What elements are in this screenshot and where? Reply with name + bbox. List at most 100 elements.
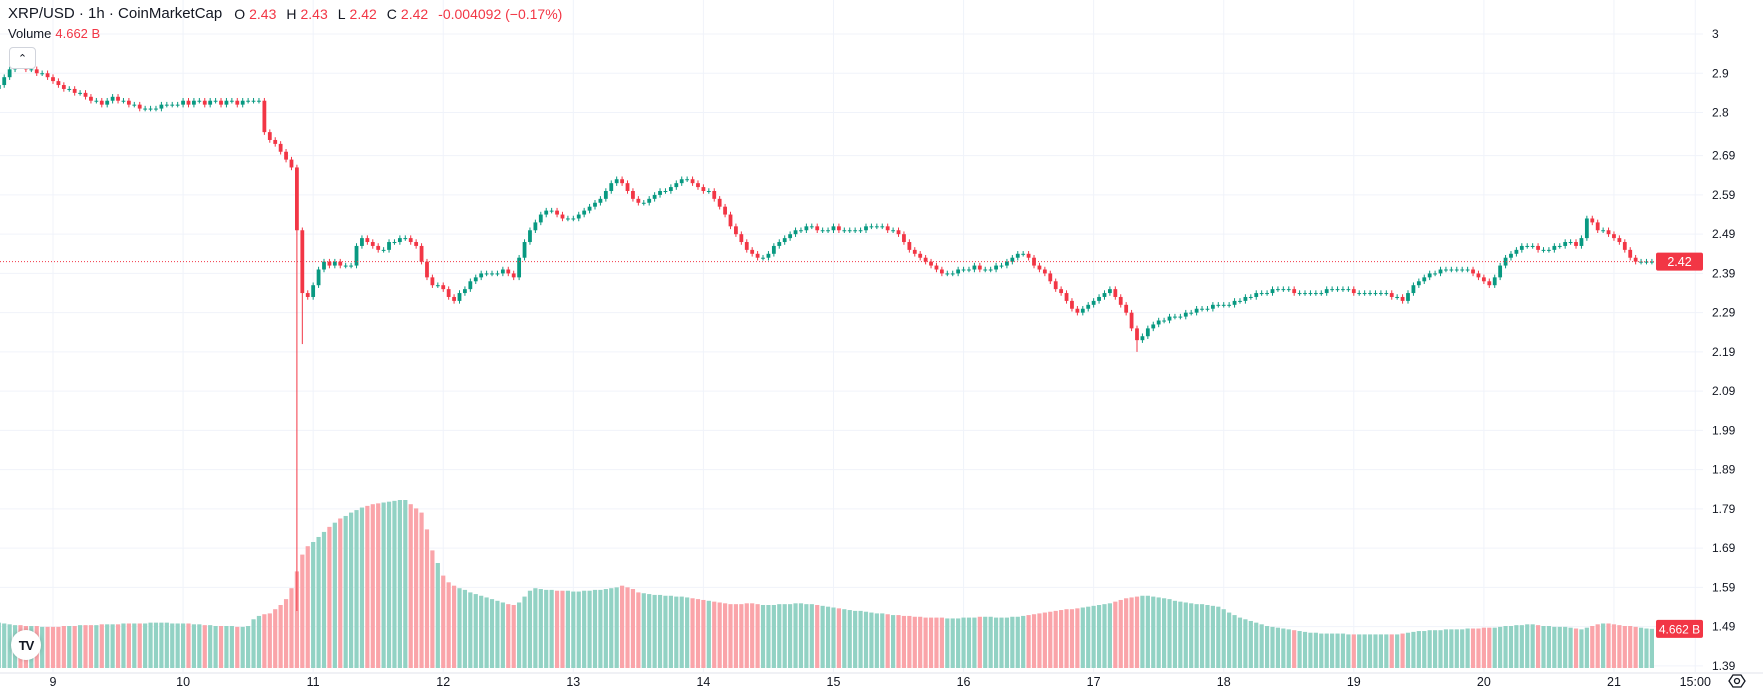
candle-body xyxy=(679,179,684,184)
candle-body xyxy=(327,261,332,266)
candle xyxy=(652,192,657,202)
gear-icon[interactable] xyxy=(1728,672,1746,690)
candle-body xyxy=(0,85,1,89)
candle-body xyxy=(598,198,603,203)
price-tick-label: 1.59 xyxy=(1712,580,1736,594)
candle-body xyxy=(229,100,234,102)
candle-body xyxy=(89,96,93,101)
candle-body xyxy=(99,100,104,105)
candle xyxy=(1541,247,1546,253)
volume-bar xyxy=(1302,631,1308,668)
candle-body xyxy=(7,69,12,78)
candle xyxy=(1070,298,1074,312)
symbol-title[interactable]: XRP/USD · 1h · CoinMarketCap xyxy=(8,5,223,22)
candle-body xyxy=(376,245,381,250)
open-value: 2.43 xyxy=(249,6,277,22)
candle-body xyxy=(2,77,7,86)
candle-body xyxy=(809,226,814,228)
volume-bar xyxy=(685,597,690,668)
candle xyxy=(1032,254,1036,269)
candle xyxy=(1135,325,1139,352)
candle xyxy=(186,97,191,108)
volume-bar xyxy=(1313,632,1318,668)
candle-body xyxy=(284,151,288,160)
price-tick-label: 2.29 xyxy=(1712,306,1736,320)
candle xyxy=(587,203,592,214)
candle xyxy=(582,207,587,218)
candle xyxy=(1010,254,1015,265)
candle-body xyxy=(690,179,695,184)
candle-body xyxy=(51,77,55,82)
candle xyxy=(132,101,137,108)
candle xyxy=(1330,286,1335,292)
volume-row: Volume 4.662 B xyxy=(8,24,568,44)
candle-body xyxy=(300,230,305,294)
time-tick-label: 13 xyxy=(566,675,580,689)
candle-body xyxy=(1286,289,1291,291)
candle xyxy=(479,270,484,281)
candle-body xyxy=(1557,245,1562,247)
candle-body xyxy=(874,226,879,228)
candle-body xyxy=(1210,304,1215,309)
candle-body xyxy=(463,289,467,294)
volume-bar xyxy=(836,608,841,668)
price-axis[interactable]: 3 2.9 2.8 2.69 2.59 2.49 2.39 2.29 2.19 2.09 1.99 1… xyxy=(1712,27,1736,673)
volume-bar xyxy=(1546,626,1552,668)
volume-bar xyxy=(180,623,186,668)
tradingview-logo[interactable]: TV xyxy=(11,630,41,660)
candle xyxy=(61,82,66,92)
candle-body xyxy=(1406,293,1410,301)
candle-body xyxy=(143,108,148,110)
candle xyxy=(977,262,982,273)
time-tick-label: 19 xyxy=(1347,675,1361,689)
candle xyxy=(154,105,158,112)
candle xyxy=(94,97,99,104)
candle-body xyxy=(1525,245,1530,247)
volume-bar xyxy=(1281,628,1286,668)
candle-body xyxy=(885,226,890,231)
volume-bar xyxy=(690,598,695,668)
candle xyxy=(506,266,511,277)
volume-bar xyxy=(143,623,148,668)
volume-bar xyxy=(381,502,386,668)
volume-bar xyxy=(246,626,251,668)
candle xyxy=(1151,321,1156,332)
candle xyxy=(1633,254,1638,265)
candle xyxy=(495,270,500,277)
volume-bar xyxy=(370,504,375,668)
volume-bar xyxy=(0,622,1,668)
volume-bar xyxy=(1145,595,1150,668)
candle xyxy=(1416,278,1421,288)
collapse-legend-button[interactable]: ⌃ xyxy=(9,47,36,69)
volume-bar xyxy=(376,503,381,668)
time-tick-label: 17 xyxy=(1087,675,1101,689)
volume-bar xyxy=(403,500,408,668)
time-tick-label: 21 xyxy=(1607,675,1621,689)
candle xyxy=(414,239,419,249)
candle-body xyxy=(1395,296,1400,298)
candle-body xyxy=(154,108,158,110)
candle-body xyxy=(1167,316,1172,321)
candle xyxy=(1341,286,1345,292)
candle xyxy=(723,203,727,218)
time-axis[interactable]: 9 10 11 12 13 14 15 16 17 18 19 20 21 15:00 xyxy=(50,675,1711,689)
candle xyxy=(116,94,120,104)
candle-body xyxy=(1216,304,1221,306)
candle-body xyxy=(1438,269,1443,274)
candle xyxy=(1438,266,1443,277)
volume-bar xyxy=(1487,627,1492,668)
volume-bar xyxy=(1508,626,1514,668)
candle xyxy=(370,239,375,249)
candle xyxy=(1297,290,1302,296)
candle-body xyxy=(408,238,413,243)
volume-bar xyxy=(359,507,365,668)
candle-body xyxy=(1091,300,1096,305)
candle xyxy=(1498,262,1503,281)
candle-body xyxy=(1574,242,1578,246)
candle xyxy=(999,262,1004,269)
candle xyxy=(750,247,755,257)
candle-body xyxy=(1617,238,1622,243)
candle xyxy=(1568,239,1573,245)
volume-bar xyxy=(1346,634,1351,668)
